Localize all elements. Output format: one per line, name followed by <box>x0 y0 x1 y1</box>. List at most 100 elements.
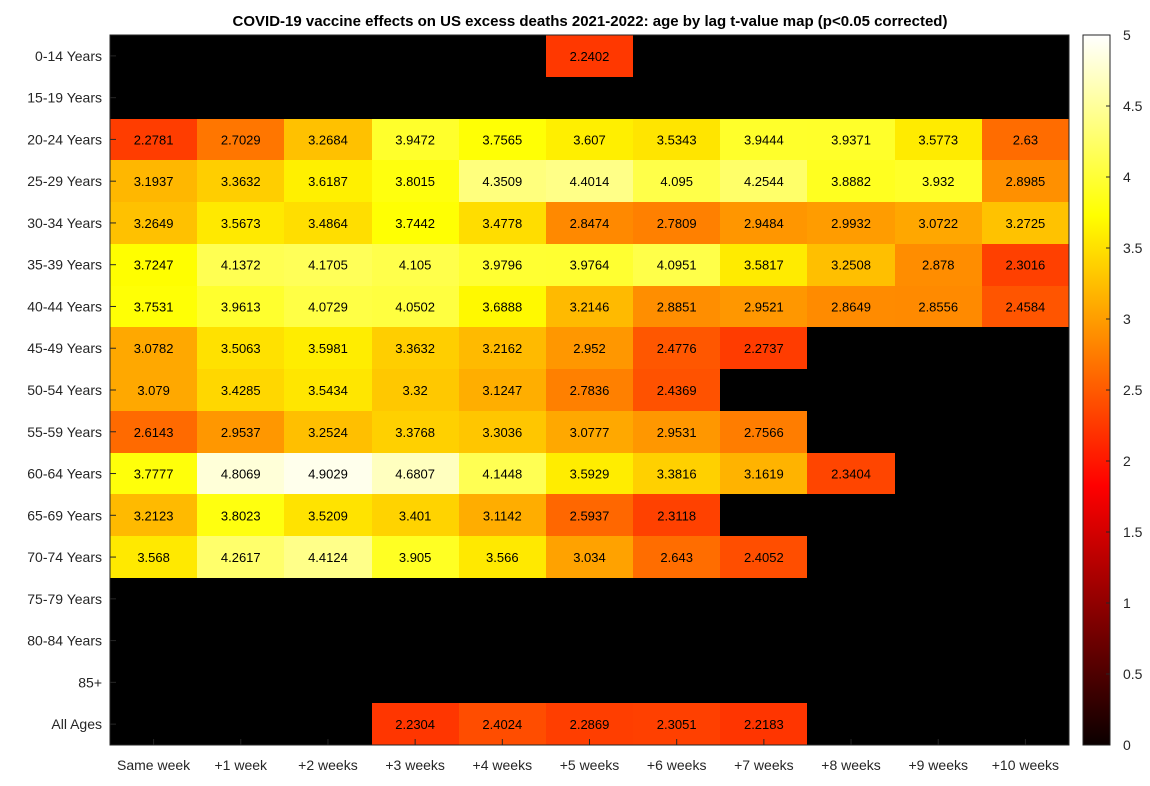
heatmap-cell <box>982 119 1069 160</box>
cell-value-label: 2.5937 <box>570 508 610 523</box>
heatmap-cell <box>720 77 807 119</box>
heatmap-cell <box>895 578 982 620</box>
heatmap-cell <box>720 453 807 494</box>
heatmap-cell <box>633 620 720 661</box>
heatmap-cell <box>110 160 197 202</box>
y-tick-label: 25-29 Years <box>27 173 102 189</box>
heatmap-cell <box>372 703 459 745</box>
heatmap-cell <box>459 661 546 703</box>
heatmap-cell <box>546 494 633 536</box>
heatmap-cell <box>895 411 982 453</box>
x-tick-label: +3 weeks <box>385 757 445 773</box>
cell-value-label: 4.2544 <box>744 174 784 189</box>
cell-value-label: 2.9932 <box>831 216 871 231</box>
heatmap-cell <box>372 77 459 119</box>
heatmap-cell <box>982 536 1069 578</box>
heatmap-cell <box>720 411 807 453</box>
cell-value-label: 3.3768 <box>395 425 435 440</box>
cell-value-label: 3.905 <box>399 550 432 565</box>
heatmap-cell <box>546 661 633 703</box>
cell-value-label: 3.5929 <box>570 467 610 482</box>
heatmap-cell <box>982 77 1069 119</box>
heatmap-cell <box>459 202 546 244</box>
heatmap-cell <box>546 411 633 453</box>
cell-value-label: 4.9029 <box>308 467 348 482</box>
heatmap-cell <box>459 327 546 369</box>
heatmap-cell <box>982 369 1069 411</box>
heatmap-cell <box>546 578 633 620</box>
cell-value-label: 3.2649 <box>134 216 174 231</box>
heatmap-cell <box>982 327 1069 369</box>
heatmap-cell <box>982 286 1069 327</box>
y-tick-label: 85+ <box>78 674 102 690</box>
heatmap-cell <box>459 77 546 119</box>
cell-value-label: 4.8069 <box>221 467 261 482</box>
x-tick-label: +6 weeks <box>647 757 707 773</box>
cell-value-label: 2.7836 <box>570 383 610 398</box>
heatmap-cell <box>720 327 807 369</box>
heatmap-cell <box>633 661 720 703</box>
heatmap-cell <box>982 578 1069 620</box>
cell-value-label: 2.9537 <box>221 425 261 440</box>
heatmap-cell <box>895 620 982 661</box>
heatmap-cell <box>807 160 895 202</box>
heatmap-cell <box>546 160 633 202</box>
colorbar-tick-label: 4 <box>1123 169 1131 185</box>
heatmap-cell <box>110 369 197 411</box>
heatmap-cell <box>982 202 1069 244</box>
heatmap-cell <box>459 578 546 620</box>
y-tick-label: 45-49 Years <box>27 340 102 356</box>
heatmap-cell <box>459 369 546 411</box>
cell-value-label: 3.5063 <box>221 341 261 356</box>
cell-value-label: 3.1619 <box>744 467 784 482</box>
cell-value-label: 3.0777 <box>570 425 610 440</box>
cell-value-label: 2.3051 <box>657 717 697 732</box>
heatmap-cell <box>720 119 807 160</box>
cell-value-label: 2.878 <box>922 258 955 273</box>
heatmap-cell <box>284 661 372 703</box>
heatmap-cell <box>372 453 459 494</box>
cell-value-label: 3.079 <box>137 383 170 398</box>
cell-value-label: 3.568 <box>137 550 170 565</box>
cell-value-label: 3.9796 <box>482 258 522 273</box>
cell-value-label: 2.4024 <box>482 717 522 732</box>
heatmap-cell <box>284 35 372 77</box>
cell-value-label: 2.3118 <box>657 508 696 523</box>
y-tick-label: 35-39 Years <box>27 257 102 273</box>
cell-value-label: 2.4369 <box>657 383 697 398</box>
heatmap-cell <box>720 494 807 536</box>
heatmap-cell <box>633 35 720 77</box>
cell-value-label: 3.5209 <box>308 508 348 523</box>
heatmap-cell <box>720 35 807 77</box>
heatmap-cell <box>284 703 372 745</box>
cell-value-label: 3.9444 <box>744 132 784 147</box>
cell-value-label: 2.2402 <box>570 49 610 64</box>
heatmap-cell <box>633 369 720 411</box>
heatmap-cell <box>982 494 1069 536</box>
x-tick-label: +1 week <box>214 757 268 773</box>
cell-value-label: 3.2123 <box>134 508 174 523</box>
cell-value-label: 4.0951 <box>657 258 697 273</box>
heatmap-cell <box>546 703 633 745</box>
cell-value-label: 3.401 <box>399 508 432 523</box>
cell-value-label: 2.7566 <box>744 425 784 440</box>
heatmap-cell <box>284 244 372 286</box>
heatmap-cell <box>372 244 459 286</box>
colorbar-tick-label: 1.5 <box>1123 524 1143 540</box>
heatmap-cell <box>197 286 284 327</box>
cell-value-label: 3.2162 <box>482 341 522 356</box>
cell-value-label: 3.8023 <box>221 508 261 523</box>
cell-value-label: 3.034 <box>573 550 606 565</box>
heatmap-cell <box>895 494 982 536</box>
colorbar-tick-label: 4.5 <box>1123 98 1143 114</box>
cell-value-label: 3.9764 <box>570 258 610 273</box>
cell-value-label: 3.4285 <box>221 383 261 398</box>
heatmap-cell <box>284 119 372 160</box>
heatmap-cell <box>110 661 197 703</box>
cell-labels: 2.2402 2.2781 2.7029 3.2684 3.9472 3.7565 3.60… <box>134 49 1046 732</box>
x-tick-label: Same week <box>117 757 191 773</box>
heatmap-cell <box>197 661 284 703</box>
cell-value-label: 3.1247 <box>482 383 522 398</box>
heatmap-cell <box>284 578 372 620</box>
